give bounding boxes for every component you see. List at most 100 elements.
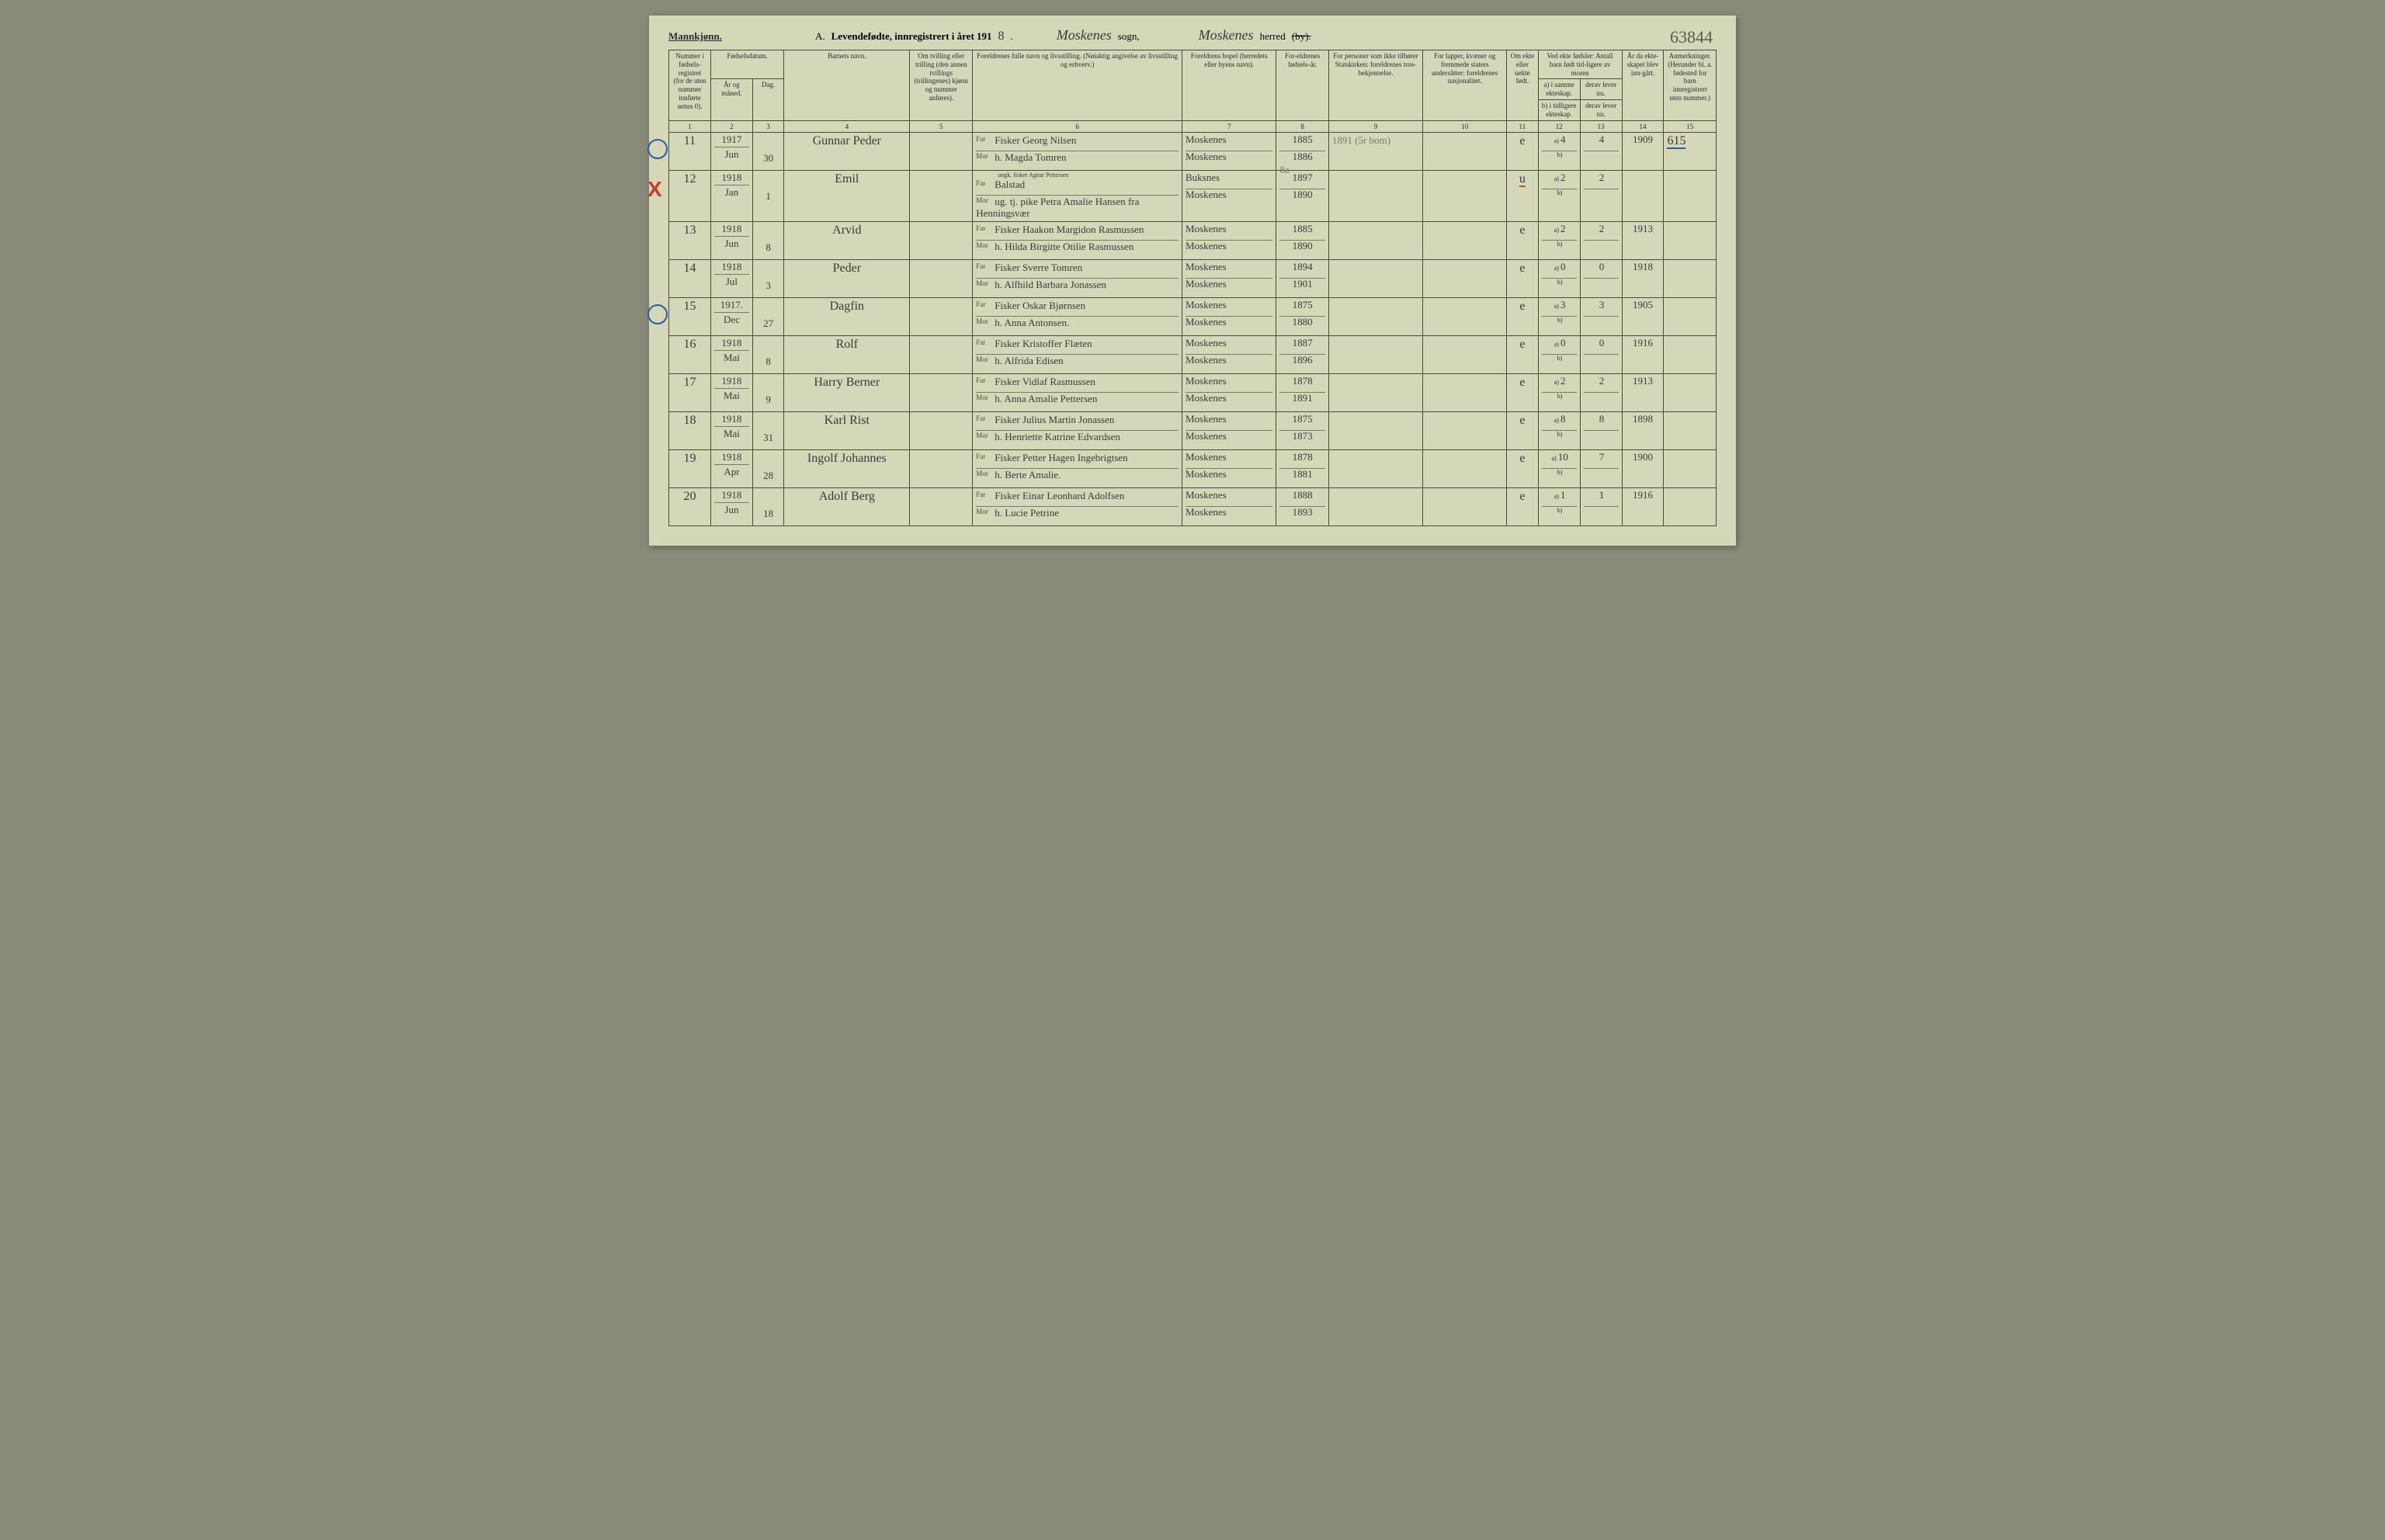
- mother-label: Mor: [976, 394, 995, 401]
- parents-cell: ungk. fisker Agnar PettersenFarBalstadMo…: [973, 170, 1182, 221]
- herred-label: herred: [1260, 30, 1286, 43]
- residence-mother: Moskenes: [1186, 469, 1272, 486]
- parents-cell: FarFisker Petter Hagen IngebrigtsenMorh.…: [973, 449, 1182, 487]
- entry-number: 16: [683, 338, 696, 351]
- margin-circle-mark: [647, 304, 668, 331]
- table-header: Nummer i fødsels-registret (for de uten …: [669, 50, 1717, 133]
- remarks-cell: [1664, 411, 1717, 449]
- header-col11: Om ekte eller uekte født.: [1507, 50, 1538, 121]
- living-children-a: 2: [1599, 375, 1605, 387]
- table-row: 151917.Dec27DagfinFarFisker Oskar Bjørns…: [669, 297, 1717, 335]
- father-label: Far: [976, 135, 995, 143]
- living-children-a: 0: [1599, 261, 1605, 272]
- child-name: Peder: [833, 262, 861, 275]
- religion-cell: [1328, 297, 1422, 335]
- birth-year: 1918: [714, 172, 749, 186]
- col9-note: 1891 (5r bom): [1332, 134, 1390, 146]
- prior-children-a: 2: [1560, 375, 1566, 387]
- twin-cell: [910, 335, 973, 373]
- legitimacy-value: e: [1519, 300, 1525, 313]
- birth-year: 1918: [714, 224, 749, 237]
- remarks-cell: [1664, 449, 1717, 487]
- birth-day-cell: 18: [752, 487, 783, 525]
- entry-number: 20: [683, 490, 696, 503]
- table-row: 161918Mai8RolfFarFisker Kristoffer Flæte…: [669, 335, 1717, 373]
- residence-father: Moskenes: [1186, 262, 1272, 279]
- mother-label: Mor: [976, 470, 995, 477]
- birth-month: Jan: [714, 186, 749, 198]
- birth-day: 27: [756, 318, 780, 329]
- birth-day-cell: 8: [752, 335, 783, 373]
- birth-year-month-cell: 1917.Dec: [710, 297, 752, 335]
- mother-label: Mor: [976, 356, 995, 363]
- residence-father: Buksnes: [1186, 172, 1272, 189]
- table-row: 141918Jul3PederFarFisker Sverre TomrenMo…: [669, 259, 1717, 297]
- parents-birth-year-cell: 18751873: [1276, 411, 1328, 449]
- mother-name: h. Anna Antonsen.: [995, 317, 1069, 328]
- birth-year: 1917: [714, 134, 749, 147]
- header-col13a: derav lever nu.: [1580, 79, 1622, 100]
- mother-name: h. Alfrida Edisen: [995, 355, 1063, 366]
- living-children-cell: 0: [1580, 335, 1622, 373]
- birth-day: 30: [756, 153, 780, 164]
- legitimacy-value: e: [1519, 338, 1525, 351]
- twin-cell: [910, 221, 973, 259]
- birth-day-cell: 27: [752, 297, 783, 335]
- parents-cell: FarFisker Haakon Margidon RasmussenMorh.…: [973, 221, 1182, 259]
- residence-mother: Moskenes: [1186, 279, 1272, 296]
- remarks-cell: [1664, 259, 1717, 297]
- mother-label: Mor: [976, 152, 995, 160]
- prior-children-cell: a) 4b): [1538, 132, 1580, 170]
- residence-cell: MoskenesMoskenes: [1182, 259, 1276, 297]
- mother-label: Mor: [976, 317, 995, 325]
- father-label: Far: [976, 224, 995, 232]
- father-name: Fisker Vidlaf Rasmussen: [995, 376, 1095, 387]
- father-label: Far: [976, 453, 995, 460]
- living-children-cell: 2: [1580, 221, 1622, 259]
- sogn-label: sogn,: [1118, 30, 1140, 43]
- residence-father: Moskenes: [1186, 376, 1272, 393]
- header-col2-year: År og måned.: [710, 79, 752, 120]
- header-col1: Nummer i fødsels-registret (for de uten …: [669, 50, 711, 121]
- mother-name: h. Henriette Katrine Edvardsen: [995, 431, 1120, 442]
- mother-birth-year: 1881: [1279, 469, 1324, 486]
- birth-year-month-cell: 1917Jun: [710, 132, 752, 170]
- father-birth-year: 1878: [1279, 452, 1324, 469]
- entry-number-cell: 17: [669, 373, 711, 411]
- entry-number-cell: 11: [669, 132, 711, 170]
- birth-month: Mai: [714, 389, 749, 401]
- twin-cell: [910, 259, 973, 297]
- residence-cell: MoskenesMoskenes: [1182, 297, 1276, 335]
- legitimacy-cell: e: [1507, 487, 1538, 525]
- legitimacy-value: e: [1519, 452, 1525, 465]
- prior-children-a: 0: [1560, 337, 1566, 349]
- column-number: 5: [910, 120, 973, 132]
- entry-number-cell: 14: [669, 259, 711, 297]
- marriage-year: 1916: [1633, 489, 1653, 501]
- entry-number-cell: X12: [669, 170, 711, 221]
- residence-cell: MoskenesMoskenes: [1182, 373, 1276, 411]
- religion-cell: [1328, 170, 1422, 221]
- prior-children-a: 2: [1560, 223, 1566, 234]
- twin-cell: [910, 449, 973, 487]
- legitimacy-value: e: [1519, 262, 1525, 275]
- prior-children-a: 4: [1560, 134, 1566, 145]
- residence-mother: Moskenes: [1186, 355, 1272, 372]
- mother-label: Mor: [976, 279, 995, 287]
- residence-cell: MoskenesMoskenes: [1182, 221, 1276, 259]
- birth-month: Jun: [714, 147, 749, 160]
- parents-cell: FarFisker Einar Leonhard AdolfsenMorh. L…: [973, 487, 1182, 525]
- prior-children-cell: a) 2b): [1538, 373, 1580, 411]
- father-birth-year: 1875: [1279, 300, 1324, 317]
- legitimacy-cell: e: [1507, 259, 1538, 297]
- parents-birth-year-cell: 18881893: [1276, 487, 1328, 525]
- father-birth-year: 1888: [1279, 490, 1324, 507]
- register-page: 63844 Mannkjønn. A. Levendefødte, innreg…: [649, 16, 1736, 546]
- mother-birth-year: 1880: [1279, 317, 1324, 334]
- residence-father: Moskenes: [1186, 224, 1272, 241]
- parents-birth-year-cell: 18871896: [1276, 335, 1328, 373]
- father-birth-year: 1875: [1279, 414, 1324, 431]
- birth-month: Mai: [714, 427, 749, 439]
- father-name: Fisker Oskar Bjørnsen: [995, 300, 1085, 311]
- birth-year-month-cell: 1918Mai: [710, 411, 752, 449]
